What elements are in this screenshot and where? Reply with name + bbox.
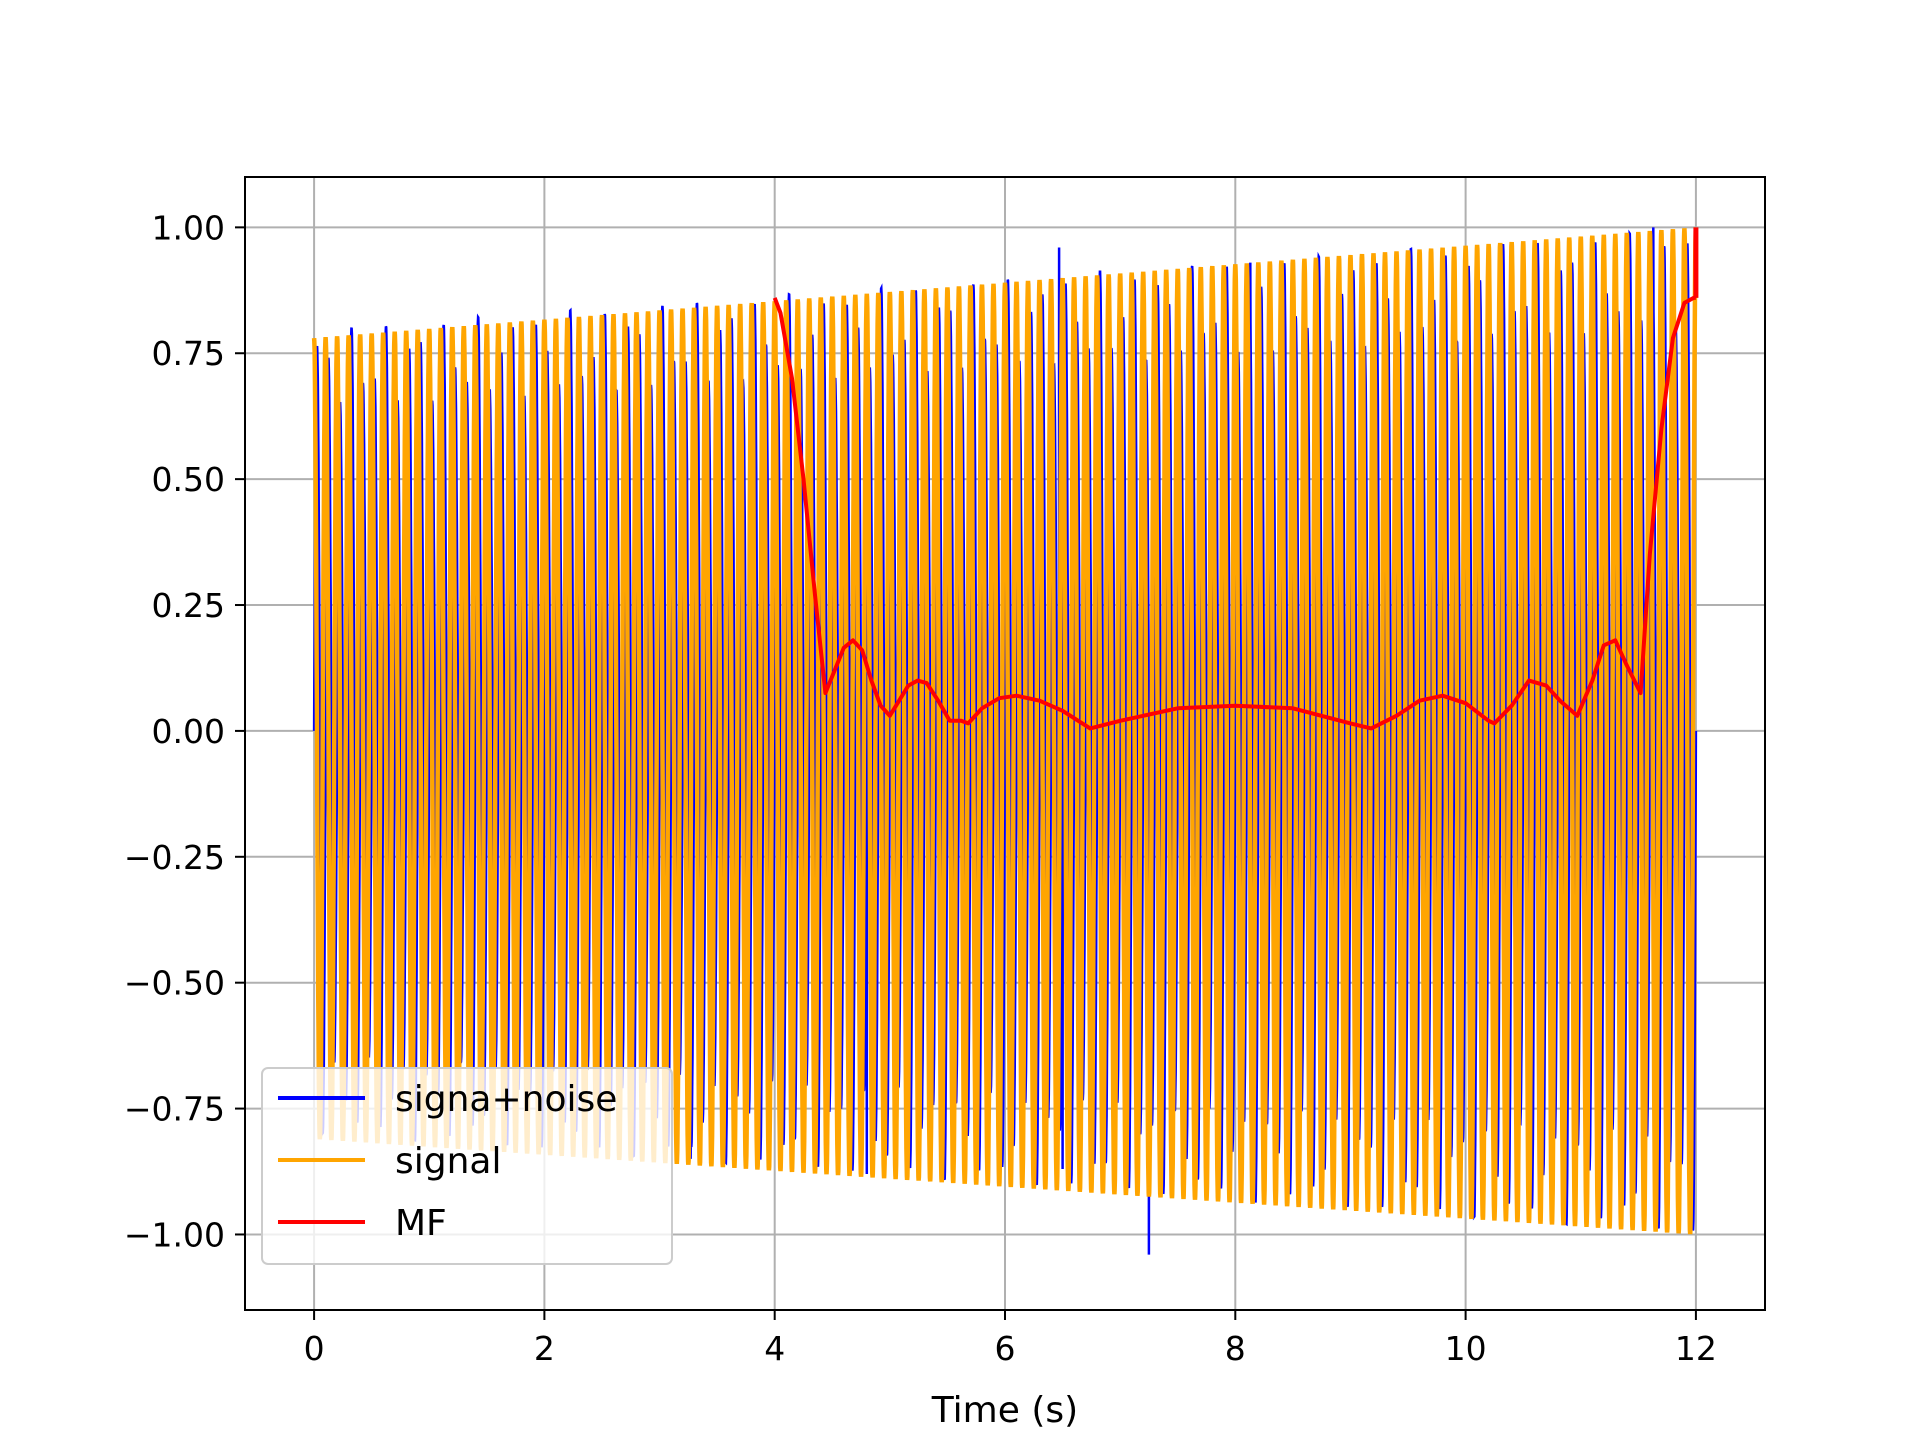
y-tick-label: −1.00 (124, 1215, 225, 1254)
x-tick-label: 6 (995, 1329, 1016, 1368)
legend-box (261, 1067, 673, 1265)
y-tick-label: −0.75 (124, 1090, 225, 1129)
plot-series-group (311, 227, 1699, 1255)
y-tick-label: 0.50 (152, 460, 225, 499)
y-tick-label: 0.75 (152, 334, 225, 373)
x-tick-label: 2 (534, 1329, 555, 1368)
series-signa-noise-line (312, 227, 1698, 1255)
legend-label-1: signal (395, 1141, 502, 1182)
x-tick-label: 0 (304, 1329, 325, 1368)
legend-label-0: signa+noise (395, 1079, 617, 1120)
x-tick-label: 10 (1445, 1329, 1487, 1368)
x-tick-label: 8 (1225, 1329, 1246, 1368)
y-tick-label: −0.25 (124, 838, 225, 877)
y-axis: 1.00 0.75 0.50 0.25 0.00 −0.25 −0.50 −0.75 −1.00 (124, 208, 245, 1254)
series-signal-line (311, 227, 1699, 1235)
legend-label-2: MF (395, 1203, 447, 1244)
x-tick-label: 12 (1675, 1329, 1717, 1368)
y-tick-label: 1.00 (152, 208, 225, 247)
series-mf-line (772, 295, 1696, 731)
x-axis: 0 2 4 6 8 10 12 (304, 1310, 1717, 1368)
y-tick-label: 0.25 (152, 586, 225, 625)
x-tick-label: 4 (764, 1329, 785, 1368)
y-tick-label: −0.50 (124, 964, 225, 1003)
y-tick-label: 0.00 (152, 712, 225, 751)
x-axis-title: Time (s) (931, 1390, 1078, 1431)
legend: signa+noise signal MF (261, 1067, 673, 1265)
